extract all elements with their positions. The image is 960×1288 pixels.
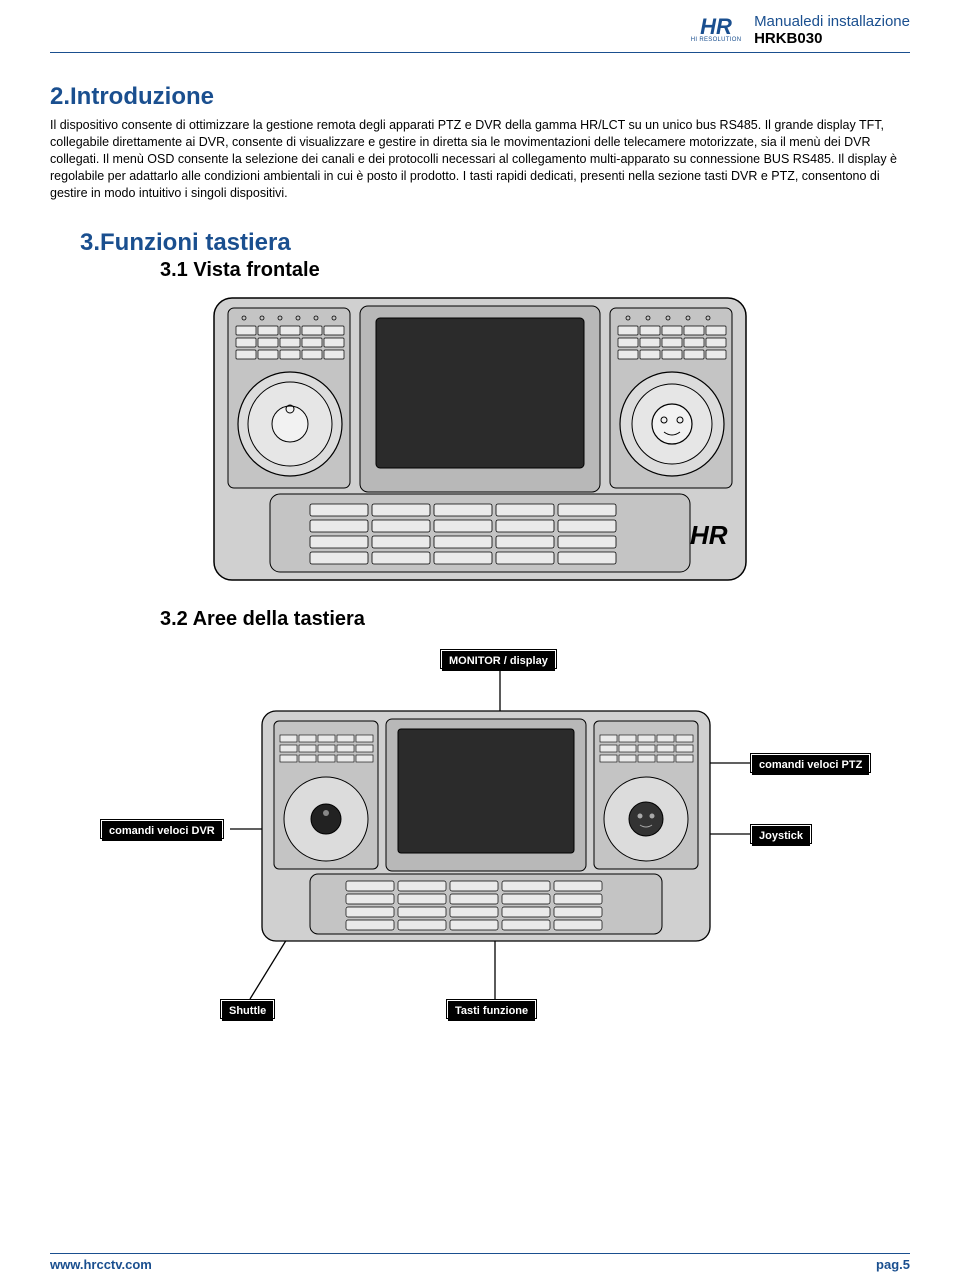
svg-text:HR: HR <box>690 520 728 550</box>
front-view-figure: HR <box>210 294 750 584</box>
page-footer: www.hrcctv.com pag.5 <box>50 1253 910 1272</box>
section-3-2-heading: 3.2 Aree della tastiera <box>160 608 910 631</box>
logo-text: HR <box>700 17 732 37</box>
logo-subtext: HI RESOLUTION <box>691 37 742 43</box>
page-header: HR HI RESOLUTION Manualedi installazione… <box>50 12 910 53</box>
model-code: HRKB030 <box>754 30 910 47</box>
footer-url: www.hrcctv.com <box>50 1257 152 1272</box>
page-number: pag.5 <box>876 1257 910 1272</box>
section-3-heading: 3.Funzioni tastiera <box>80 229 910 257</box>
section-2-body: Il dispositivo consente di ottimizzare l… <box>50 117 910 201</box>
brand-logo: HR HI RESOLUTION <box>686 12 746 48</box>
section-2-heading: 2.Introduzione <box>50 83 910 111</box>
doc-title: Manualedi installazione <box>754 13 910 30</box>
section-3-1-heading: 3.1 Vista frontale <box>160 259 910 282</box>
keyboard-areas-figure: MONITOR / display comandi veloci DVR com… <box>100 649 860 1049</box>
areas-diagram-svg <box>100 649 860 1049</box>
